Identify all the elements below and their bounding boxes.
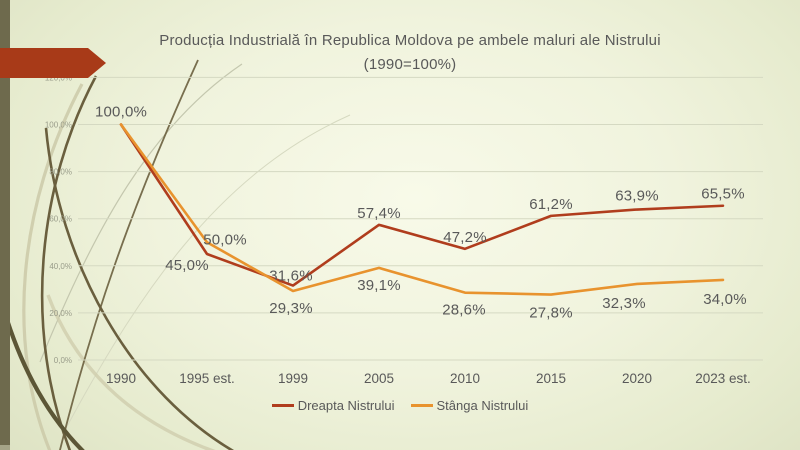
data-label: 63,9%	[615, 188, 659, 205]
data-label: 45,0%	[165, 257, 209, 274]
data-label: 32,3%	[602, 295, 646, 312]
legend-marker-stanga	[410, 404, 433, 407]
swirl-light	[46, 294, 216, 450]
y-axis-tick-label: 40,0%	[49, 262, 72, 271]
y-axis-tick-label: 60,0%	[49, 215, 72, 224]
faint-arc	[63, 114, 351, 433]
x-axis-category-label: 2023 est.	[695, 371, 751, 386]
swirl-light	[22, 83, 84, 450]
x-axis-category-label: 2005	[364, 371, 394, 386]
data-label: 65,5%	[701, 186, 745, 203]
data-label: 27,8%	[529, 305, 573, 322]
swirl-dark	[44, 127, 235, 450]
x-axis-category-label: 2010	[450, 371, 480, 386]
x-axis-category-label: 2015	[536, 371, 566, 386]
chart-legend: Dreapta Nistrului Stânga Nistrului	[0, 398, 800, 413]
series-line-0	[119, 123, 725, 287]
data-label: 34,0%	[703, 291, 747, 308]
data-label: 29,3%	[269, 300, 313, 317]
faint-arc	[39, 63, 243, 363]
legend-label-dreapta: Dreapta Nistrului	[297, 398, 395, 413]
chart-title: Producția Industrială în Republica Moldo…	[20, 29, 800, 77]
data-label: 50,0%	[203, 231, 247, 248]
swirl-dark	[40, 75, 98, 450]
legend-item-dreapta: Dreapta Nistrului	[271, 398, 395, 413]
chart-title-line1: Producția Industrială în Republica Moldo…	[159, 32, 661, 49]
data-label: 61,2%	[529, 196, 573, 213]
legend-label-stanga: Stânga Nistrului	[436, 398, 529, 413]
x-axis-category-label: 1999	[278, 371, 308, 386]
left-accent-bar-foot	[0, 445, 10, 450]
y-axis-tick-label: 100,0%	[45, 121, 72, 130]
y-axis-tick-label: 80,0%	[49, 168, 72, 177]
data-label: 28,6%	[442, 302, 486, 319]
data-label: 39,1%	[357, 277, 401, 294]
legend-item-stanga: Stânga Nistrului	[410, 398, 529, 413]
series-line-1	[119, 123, 725, 296]
x-axis-category-label: 2020	[622, 371, 652, 386]
data-label: 100,0%	[95, 104, 147, 121]
legend-marker-dreapta	[271, 404, 294, 407]
x-axis-category-label: 1995 est.	[179, 371, 235, 386]
red-arrow-shape	[0, 48, 106, 78]
data-label: 31,6%	[269, 268, 313, 285]
chart-title-line2: (1990=100%)	[363, 56, 457, 73]
data-label: 57,4%	[357, 205, 401, 222]
y-axis-tick-label: 20,0%	[49, 309, 72, 318]
left-accent-bar	[0, 0, 10, 445]
x-axis-category-label: 1990	[106, 371, 136, 386]
swirl-dark-thick	[1, 309, 85, 450]
data-label: 47,2%	[443, 229, 487, 246]
y-axis-tick-label: 0,0%	[54, 356, 72, 365]
swirl-dark	[59, 59, 199, 450]
